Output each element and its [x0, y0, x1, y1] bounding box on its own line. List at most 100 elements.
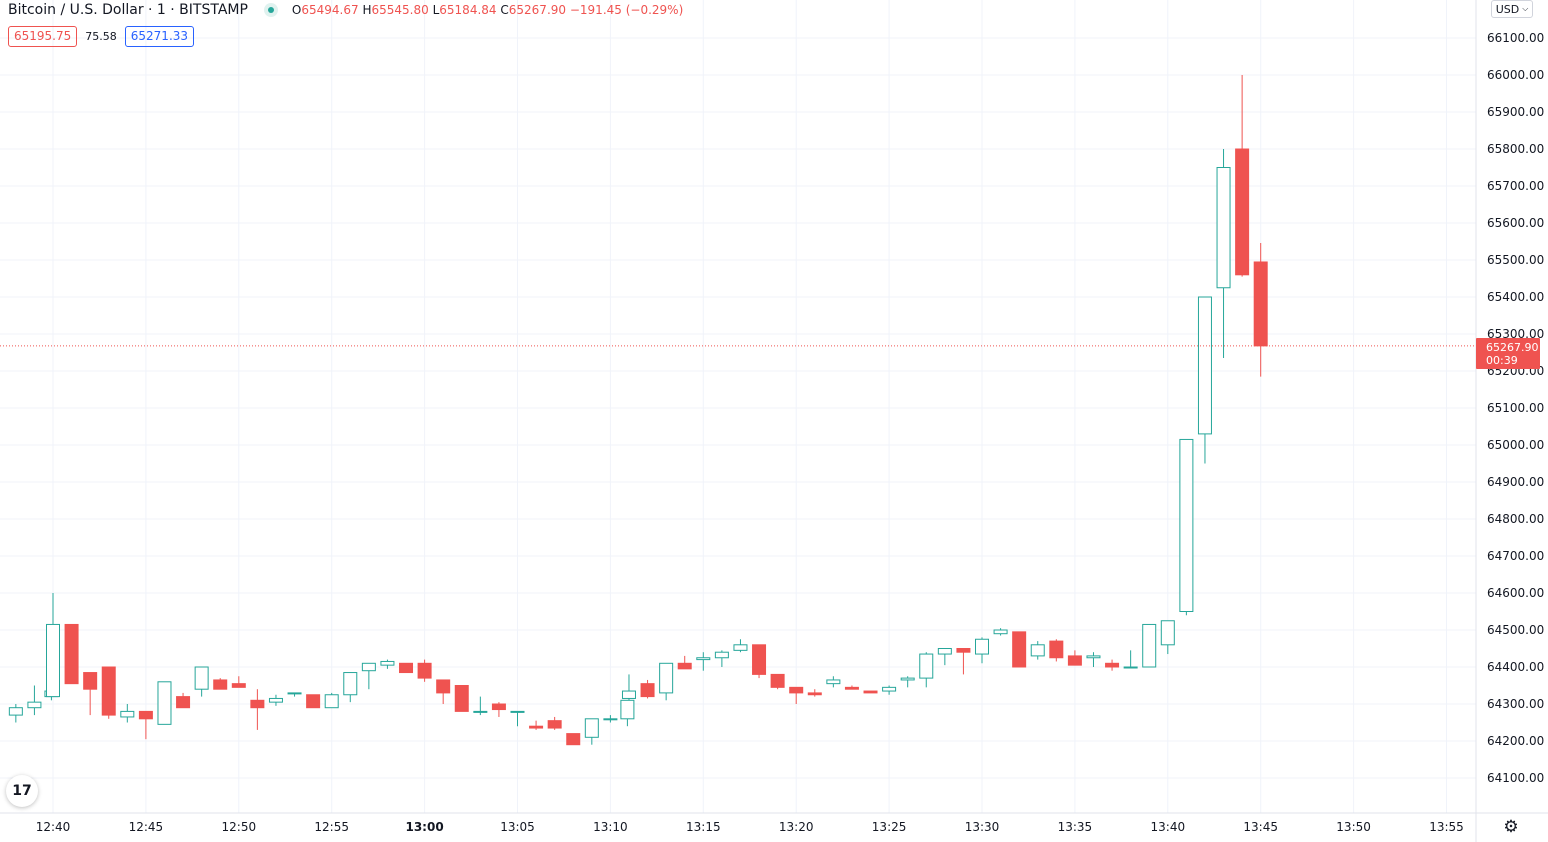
candle[interactable]: [157, 681, 172, 725]
candle[interactable]: [1123, 650, 1138, 669]
candle[interactable]: [343, 672, 358, 703]
candle-body: [1142, 623, 1157, 668]
candle[interactable]: [1030, 641, 1045, 660]
candle[interactable]: [603, 715, 618, 723]
ask-button[interactable]: 65271.33: [124, 26, 195, 47]
candle[interactable]: [27, 685, 42, 716]
candle[interactable]: [46, 593, 60, 698]
symbol-title[interactable]: Bitcoin / U.S. Dollar · 1 · BITSTAMP: [8, 2, 248, 18]
candle[interactable]: [120, 704, 135, 723]
candle[interactable]: [621, 674, 636, 701]
price-tick-label: 65800.00: [1487, 142, 1544, 156]
candle-body: [956, 648, 971, 653]
candle-body: [213, 679, 228, 690]
candle[interactable]: [993, 628, 1008, 636]
price-tick-label: 65700.00: [1487, 179, 1544, 193]
time-tick-label: 13:00: [405, 820, 443, 834]
candle[interactable]: [473, 696, 488, 716]
candle[interactable]: [1142, 623, 1157, 668]
candle[interactable]: [1160, 620, 1175, 655]
candle-body: [807, 692, 822, 696]
candle[interactable]: [250, 689, 265, 730]
candle[interactable]: [696, 652, 711, 671]
candle-body: [975, 638, 989, 655]
candle[interactable]: [399, 662, 414, 674]
candle[interactable]: [733, 639, 748, 653]
candle[interactable]: [807, 689, 822, 697]
candle-body: [1067, 655, 1082, 666]
candles[interactable]: [8, 75, 1268, 746]
candle[interactable]: [213, 678, 228, 690]
candle[interactable]: [138, 710, 153, 740]
candle[interactable]: [789, 686, 804, 704]
candle[interactable]: [1067, 650, 1082, 666]
candle[interactable]: [566, 733, 581, 746]
candle[interactable]: [101, 666, 116, 719]
candle[interactable]: [454, 685, 469, 712]
candle[interactable]: [826, 676, 841, 688]
candle[interactable]: [1216, 149, 1231, 359]
candle[interactable]: [268, 694, 283, 706]
candle[interactable]: [83, 672, 98, 716]
candle[interactable]: [640, 679, 655, 699]
candle-body: [733, 644, 748, 651]
candle[interactable]: [1086, 652, 1101, 667]
candle[interactable]: [844, 685, 859, 690]
candle[interactable]: [194, 666, 209, 697]
candle[interactable]: [770, 673, 785, 690]
legend-header: Bitcoin / U.S. Dollar · 1 · BITSTAMP O65…: [8, 2, 683, 18]
candle[interactable]: [956, 648, 971, 675]
candle[interactable]: [510, 710, 525, 727]
candle[interactable]: [900, 676, 915, 688]
candle[interactable]: [1105, 659, 1120, 671]
candle[interactable]: [1049, 639, 1064, 662]
close-value: 65267.90: [508, 3, 567, 17]
gear-icon[interactable]: ⚙: [1503, 817, 1519, 836]
candle[interactable]: [287, 692, 302, 697]
time-axis[interactable]: 12:40 12:45 12:50 12:55 13:00 13:05 13:10 13:15…: [36, 820, 1464, 834]
candle[interactable]: [752, 644, 767, 679]
candle[interactable]: [64, 623, 79, 685]
candle[interactable]: [529, 720, 544, 730]
candle[interactable]: [584, 718, 599, 745]
candle[interactable]: [361, 662, 376, 690]
candle[interactable]: [677, 655, 692, 670]
candle[interactable]: [1179, 438, 1194, 616]
candle[interactable]: [882, 685, 897, 695]
market-status-icon[interactable]: [263, 3, 278, 17]
candle[interactable]: [547, 716, 562, 730]
grid: [0, 0, 1476, 813]
candle-body: [789, 686, 804, 694]
time-tick-label: 13:50: [1336, 820, 1371, 834]
candle[interactable]: [8, 704, 23, 723]
candle[interactable]: [659, 662, 674, 701]
candle[interactable]: [1012, 631, 1027, 668]
candle[interactable]: [919, 652, 934, 688]
candle[interactable]: [937, 648, 952, 666]
candle[interactable]: [436, 679, 451, 704]
currency-button[interactable]: USD ⌵: [1491, 0, 1533, 18]
candle[interactable]: [380, 659, 395, 669]
candle-body: [287, 692, 302, 695]
candle[interactable]: [714, 650, 729, 667]
candle[interactable]: [620, 699, 635, 727]
candle-body: [863, 690, 878, 694]
candle[interactable]: [306, 694, 321, 709]
candle[interactable]: [863, 690, 878, 694]
time-tick-label: 13:15: [686, 820, 721, 834]
candle-body: [157, 681, 172, 725]
candle[interactable]: [324, 692, 339, 709]
candle[interactable]: [176, 692, 191, 709]
candle[interactable]: [231, 676, 246, 688]
candle[interactable]: [1235, 75, 1250, 277]
tradingview-logo-icon[interactable]: 17: [6, 775, 38, 807]
price-tick-label: 64900.00: [1487, 475, 1544, 489]
candle[interactable]: [491, 702, 506, 717]
bid-button[interactable]: 65195.75: [8, 26, 78, 47]
price-axis[interactable]: 64100.00 64200.00 64300.00 64400.00 64500.00…: [1487, 31, 1544, 785]
candle[interactable]: [1197, 296, 1212, 464]
candle[interactable]: [975, 637, 989, 664]
candle[interactable]: [417, 659, 432, 682]
